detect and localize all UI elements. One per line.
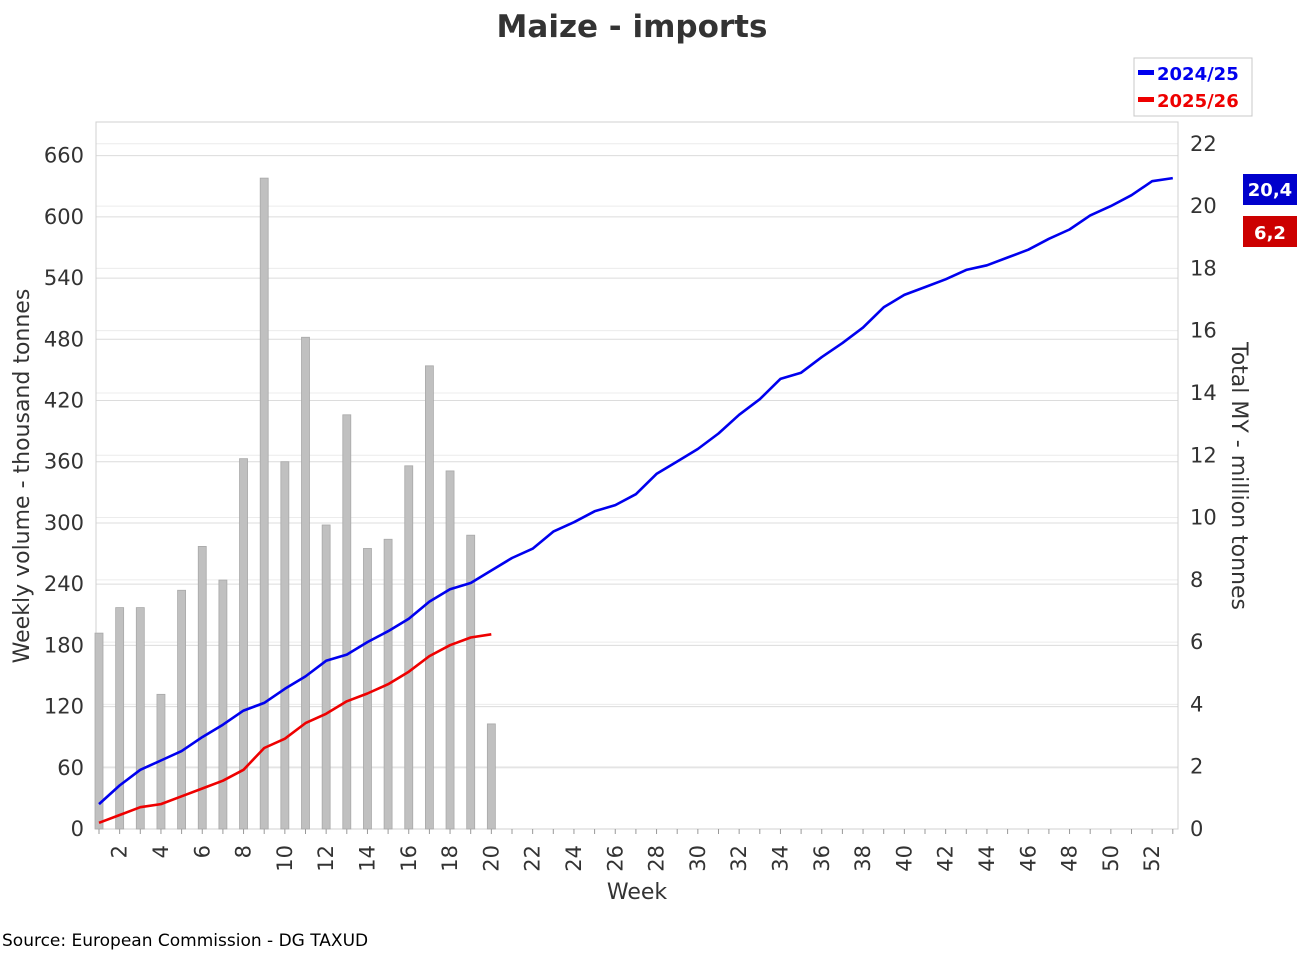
x-tick-label: 46: [1016, 845, 1040, 872]
x-tick-label: 12: [314, 845, 338, 872]
y-right-tick-label: 0: [1190, 817, 1203, 841]
bar-week-14: [363, 548, 372, 830]
x-tick-label: 14: [355, 845, 379, 872]
x-tick-label: 30: [686, 845, 710, 872]
y-right-tick-label: 22: [1190, 132, 1217, 156]
bar-week-18: [445, 470, 455, 830]
bar-week-7: [218, 579, 228, 830]
bar-week-17: [424, 365, 434, 830]
x-axis-ticks: 2 4 6 8 10 12 14 16 18 20 22 24 26 28 30 32 34 36 38 40 42 44…: [98, 829, 1174, 872]
y-right-tick-label: 6: [1190, 630, 1203, 654]
bar-week-5: [177, 589, 187, 830]
y-right-tick-label: 10: [1190, 506, 1217, 530]
bar-week-20: [486, 723, 496, 830]
end-label-2025-26: 6,2: [1243, 216, 1297, 247]
bar-week-3: [135, 607, 145, 830]
bar-week-12: [321, 524, 331, 830]
bar-week-1: [94, 632, 104, 830]
end-label-2025-26-text: 6,2: [1254, 223, 1286, 244]
y-axis-left-ticks: 0 60 120 180 240 300 360 420 480 540 600 660: [44, 144, 84, 841]
x-tick-label: 36: [810, 845, 834, 872]
y-left-tick-label: 420: [44, 389, 84, 413]
bar-week-9: [259, 177, 269, 830]
cumulative-lines: [98, 176, 1173, 825]
x-tick-label: 4: [149, 845, 173, 858]
legend-swatch-2025-26: [1138, 97, 1154, 102]
bar-week-8: [239, 458, 248, 830]
y-right-tick-label: 18: [1190, 256, 1217, 280]
y-right-tick-label: 16: [1190, 319, 1217, 343]
y-left-tick-label: 360: [44, 450, 84, 474]
x-tick-label: 26: [603, 845, 627, 872]
x-tick-label: 50: [1099, 845, 1123, 872]
x-tick-label: 2: [108, 845, 132, 858]
y-right-tick-label: 2: [1190, 755, 1203, 779]
x-tick-label: 42: [934, 845, 958, 872]
x-tick-label: 34: [768, 845, 792, 872]
end-label-2024-25-box: [1243, 174, 1297, 205]
x-tick-label: 8: [232, 845, 256, 858]
y-left-tick-label: 300: [44, 511, 84, 535]
end-label-2024-25-text: 20,4: [1248, 180, 1292, 201]
x-tick-label: 44: [975, 845, 999, 872]
x-tick-label: 48: [1058, 845, 1082, 872]
bar-week-2: [115, 607, 125, 830]
y-right-tick-label: 20: [1190, 194, 1217, 218]
y-left-tick-label: 120: [44, 695, 84, 719]
bar-week-16: [404, 465, 414, 830]
y-left-tick-label: 180: [44, 633, 84, 657]
y-right-tick-label: 12: [1190, 443, 1217, 467]
x-tick-label: 32: [727, 845, 751, 872]
x-tick-label: 10: [273, 845, 297, 872]
y-axis-left-label: Weekly volume - thousand tonnes: [10, 289, 35, 664]
legend-box: [1133, 57, 1253, 117]
y-left-tick-label: 0: [71, 817, 84, 841]
series-line-2024-25: [98, 176, 1173, 806]
x-tick-label: 28: [645, 845, 669, 872]
y-right-tick-label: 14: [1190, 381, 1217, 405]
legend-label-2025-26: 2025/26: [1157, 91, 1239, 112]
x-axis-label: Week: [607, 880, 668, 905]
x-tick-label: 18: [438, 845, 462, 872]
legend-label-2024-25: 2024/25: [1157, 64, 1239, 85]
y-left-tick-label: 480: [44, 327, 84, 351]
x-tick-label: 16: [397, 845, 421, 872]
bar-week-11: [301, 336, 310, 830]
x-tick-label: 52: [1140, 845, 1164, 872]
y-left-tick-label: 660: [44, 144, 84, 168]
bar-week-13: [342, 414, 352, 830]
y-axis-right-label: Total MY - million tonnes: [1226, 341, 1251, 610]
x-tick-label: 6: [190, 845, 214, 858]
chart-title: Maize - imports: [497, 9, 768, 45]
legend: 2024/25 2025/26: [1133, 57, 1253, 117]
y-left-tick-label: 540: [44, 266, 84, 290]
source-note: Source: European Commission - DG TAXUD: [2, 931, 368, 951]
y-left-tick-label: 60: [57, 756, 84, 780]
y-left-tick-label: 240: [44, 572, 84, 596]
y-axis-right-ticks: 0 2 4 6 8 10 12 14 16 18 20 22: [1190, 132, 1217, 841]
series-line-2025-26: [98, 633, 492, 825]
grid-lines: [96, 143, 1178, 830]
x-tick-label: 22: [521, 845, 545, 872]
x-tick-label: 20: [479, 845, 503, 872]
bar-week-19: [466, 534, 476, 830]
x-tick-label: 24: [562, 845, 586, 872]
y-right-tick-label: 8: [1190, 568, 1203, 592]
plot-area-frame: [95, 121, 1179, 830]
y-left-tick-label: 600: [44, 205, 84, 229]
legend-swatch-2024-25: [1138, 70, 1154, 75]
end-label-2025-26-box: [1243, 216, 1297, 247]
end-label-2024-25: 20,4: [1243, 174, 1297, 205]
y-right-tick-label: 4: [1190, 692, 1203, 716]
x-tick-label: 38: [851, 845, 875, 872]
x-tick-label: 40: [892, 845, 916, 872]
bar-week-10: [280, 461, 290, 830]
